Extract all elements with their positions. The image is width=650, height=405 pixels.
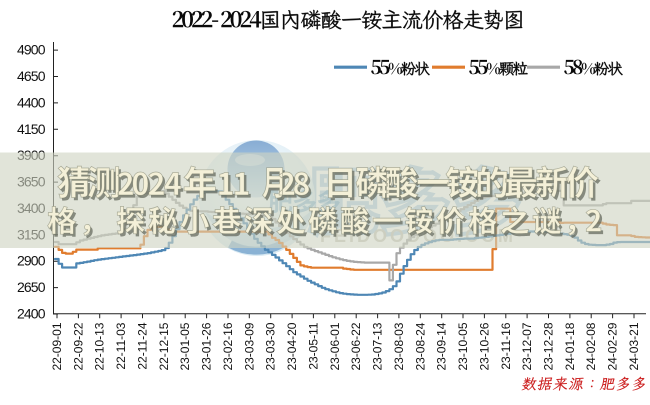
svg-text:23-06-22: 23-06-22 [349, 322, 363, 370]
svg-text:23-10-26: 23-10-26 [477, 322, 491, 370]
svg-text:4900: 4900 [17, 42, 46, 58]
svg-text:23-07-13: 23-07-13 [371, 322, 385, 370]
svg-text:22-11-24: 22-11-24 [136, 322, 150, 369]
svg-text:22-10-13: 22-10-13 [93, 322, 107, 370]
svg-text:23-02-16: 23-02-16 [221, 322, 235, 370]
svg-text:23-03-09: 23-03-09 [242, 322, 256, 370]
svg-text:23-10-05: 23-10-05 [456, 322, 470, 370]
svg-text:22-11-03: 22-11-03 [114, 322, 128, 369]
svg-text:23-12-07: 23-12-07 [520, 322, 534, 370]
svg-text:2400: 2400 [17, 306, 46, 322]
svg-text:23-08-03: 23-08-03 [392, 322, 406, 370]
svg-text:4400: 4400 [17, 94, 46, 110]
svg-text:23-11-16: 23-11-16 [499, 322, 513, 369]
svg-text:23-04-20: 23-04-20 [285, 322, 299, 370]
svg-text:4150: 4150 [17, 121, 46, 137]
svg-text:24-02-29: 24-02-29 [606, 322, 620, 370]
svg-text:22-09-01: 22-09-01 [50, 322, 64, 370]
svg-text:23-06-01: 23-06-01 [328, 322, 342, 370]
svg-text:23-01-26: 23-01-26 [200, 322, 214, 370]
svg-text:24-03-21: 24-03-21 [627, 322, 641, 370]
svg-text:23-03-30: 23-03-30 [264, 322, 278, 370]
svg-text:23-09-14: 23-09-14 [435, 322, 449, 370]
svg-text:24-01-18: 24-01-18 [563, 322, 577, 370]
svg-text:23-01-05: 23-01-05 [178, 322, 192, 370]
svg-text:23-08-24: 23-08-24 [413, 322, 427, 370]
svg-text:23-12-28: 23-12-28 [542, 322, 556, 370]
svg-text:2650: 2650 [17, 279, 46, 295]
svg-text:24-02-08: 24-02-08 [584, 322, 598, 370]
svg-text:22-09-22: 22-09-22 [71, 322, 85, 370]
svg-text:2900: 2900 [17, 253, 46, 269]
svg-text:4650: 4650 [17, 68, 46, 84]
svg-text:22-12-15: 22-12-15 [157, 322, 171, 370]
svg-text:23-05-11: 23-05-11 [306, 322, 320, 369]
